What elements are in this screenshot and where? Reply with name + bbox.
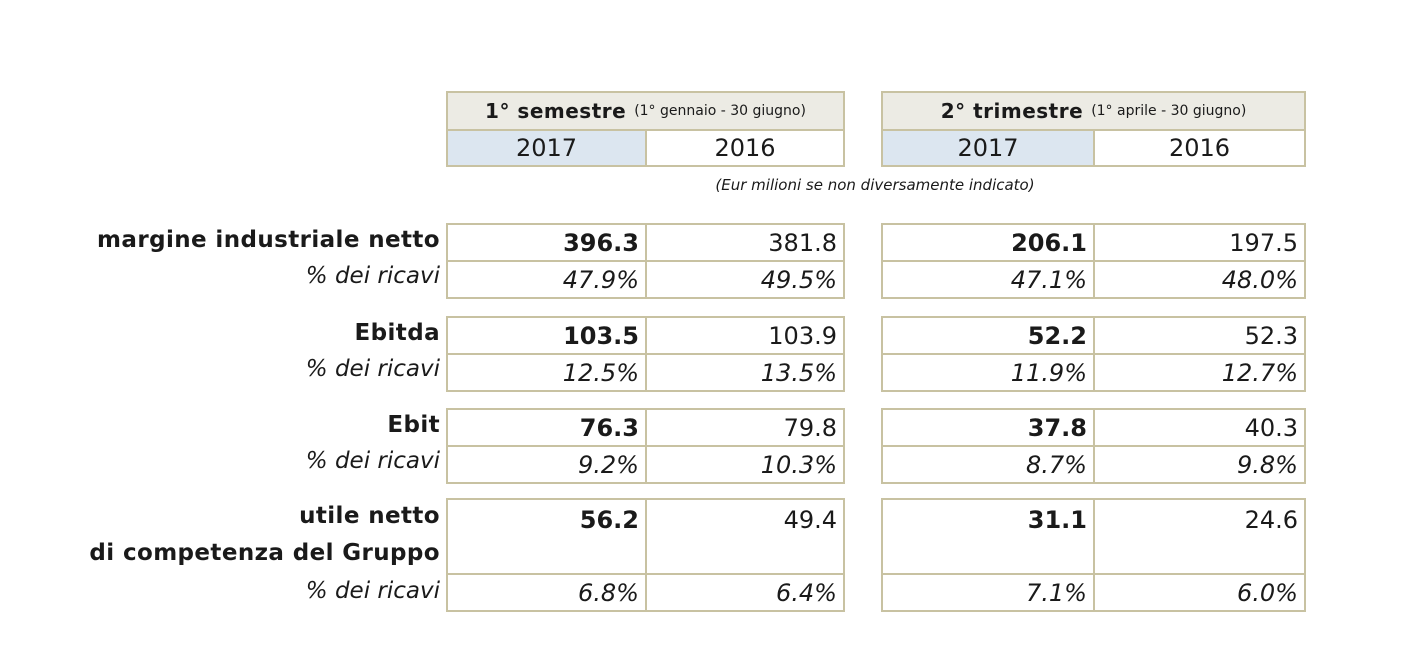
- cell-ebit-q-2017: 37.8: [881, 408, 1095, 447]
- row-pct-label-utile: % dei ricavi: [305, 578, 440, 604]
- cell-ebit-q-2016: 40.3: [1093, 408, 1306, 447]
- cell-utile-sem-2016: 49.4: [645, 498, 845, 575]
- row-label-utile: utile netto: [299, 503, 440, 529]
- units-note: (Eur milioni se non diversamente indicat…: [715, 176, 1035, 194]
- quarter-range: (1° aprile - 30 giugno): [1091, 103, 1247, 119]
- cell-margine-q-2016: 197.5: [1093, 223, 1306, 262]
- semester-range: (1° gennaio - 30 giugno): [634, 103, 806, 119]
- quarter-title: 2° trimestre: [940, 99, 1084, 123]
- cell-margine-sem-2017: 396.3: [446, 223, 647, 262]
- cell-ebitda-q-2016: 52.3: [1093, 316, 1306, 355]
- cell-utile-q-2016: 24.6: [1093, 498, 1306, 575]
- pct-ebit-q-2016: 9.8%: [1093, 445, 1306, 484]
- pct-margine-sem-2016: 49.5%: [645, 260, 845, 299]
- cell-ebitda-q-2017: 52.2: [881, 316, 1095, 355]
- pct-ebit-sem-2017: 9.2%: [446, 445, 647, 484]
- pct-utile-q-2016: 6.0%: [1093, 573, 1306, 612]
- pct-ebitda-sem-2017: 12.5%: [446, 353, 647, 392]
- cell-margine-sem-2016: 381.8: [645, 223, 845, 262]
- pct-margine-q-2017: 47.1%: [881, 260, 1095, 299]
- row-pct-label-ebitda: % dei ricavi: [305, 356, 440, 382]
- pct-ebit-q-2017: 8.7%: [881, 445, 1095, 484]
- pct-margine-sem-2017: 47.9%: [446, 260, 647, 299]
- semester-header: 1° semestre (1° gennaio - 30 giugno): [446, 91, 845, 129]
- pct-utile-sem-2017: 6.8%: [446, 573, 647, 612]
- row-pct-label-ebit: % dei ricavi: [305, 448, 440, 474]
- year-header-quarter-2016: 2016: [1093, 129, 1306, 167]
- pct-ebit-sem-2016: 10.3%: [645, 445, 845, 484]
- pct-ebitda-q-2016: 12.7%: [1093, 353, 1306, 392]
- cell-ebit-sem-2017: 76.3: [446, 408, 647, 447]
- year-header-semester-2016: 2016: [645, 129, 845, 167]
- row-label-utile-line2: di competenza del Gruppo: [89, 540, 440, 566]
- quarter-header: 2° trimestre (1° aprile - 30 giugno): [881, 91, 1306, 129]
- row-pct-label-margine: % dei ricavi: [305, 263, 440, 289]
- row-label-margine: margine industriale netto: [97, 227, 440, 253]
- cell-ebitda-sem-2017: 103.5: [446, 316, 647, 355]
- pct-ebitda-sem-2016: 13.5%: [645, 353, 845, 392]
- cell-margine-q-2017: 206.1: [881, 223, 1095, 262]
- cell-utile-sem-2017: 56.2: [446, 498, 647, 575]
- pct-utile-q-2017: 7.1%: [881, 573, 1095, 612]
- pct-ebitda-q-2017: 11.9%: [881, 353, 1095, 392]
- pct-margine-q-2016: 48.0%: [1093, 260, 1306, 299]
- year-header-quarter-2017: 2017: [881, 129, 1095, 167]
- row-label-ebit: Ebit: [387, 412, 440, 438]
- semester-title: 1° semestre: [485, 99, 627, 123]
- pct-utile-sem-2016: 6.4%: [645, 573, 845, 612]
- row-label-ebitda: Ebitda: [354, 320, 440, 346]
- cell-utile-q-2017: 31.1: [881, 498, 1095, 575]
- year-header-semester-2017: 2017: [446, 129, 647, 167]
- cell-ebitda-sem-2016: 103.9: [645, 316, 845, 355]
- cell-ebit-sem-2016: 79.8: [645, 408, 845, 447]
